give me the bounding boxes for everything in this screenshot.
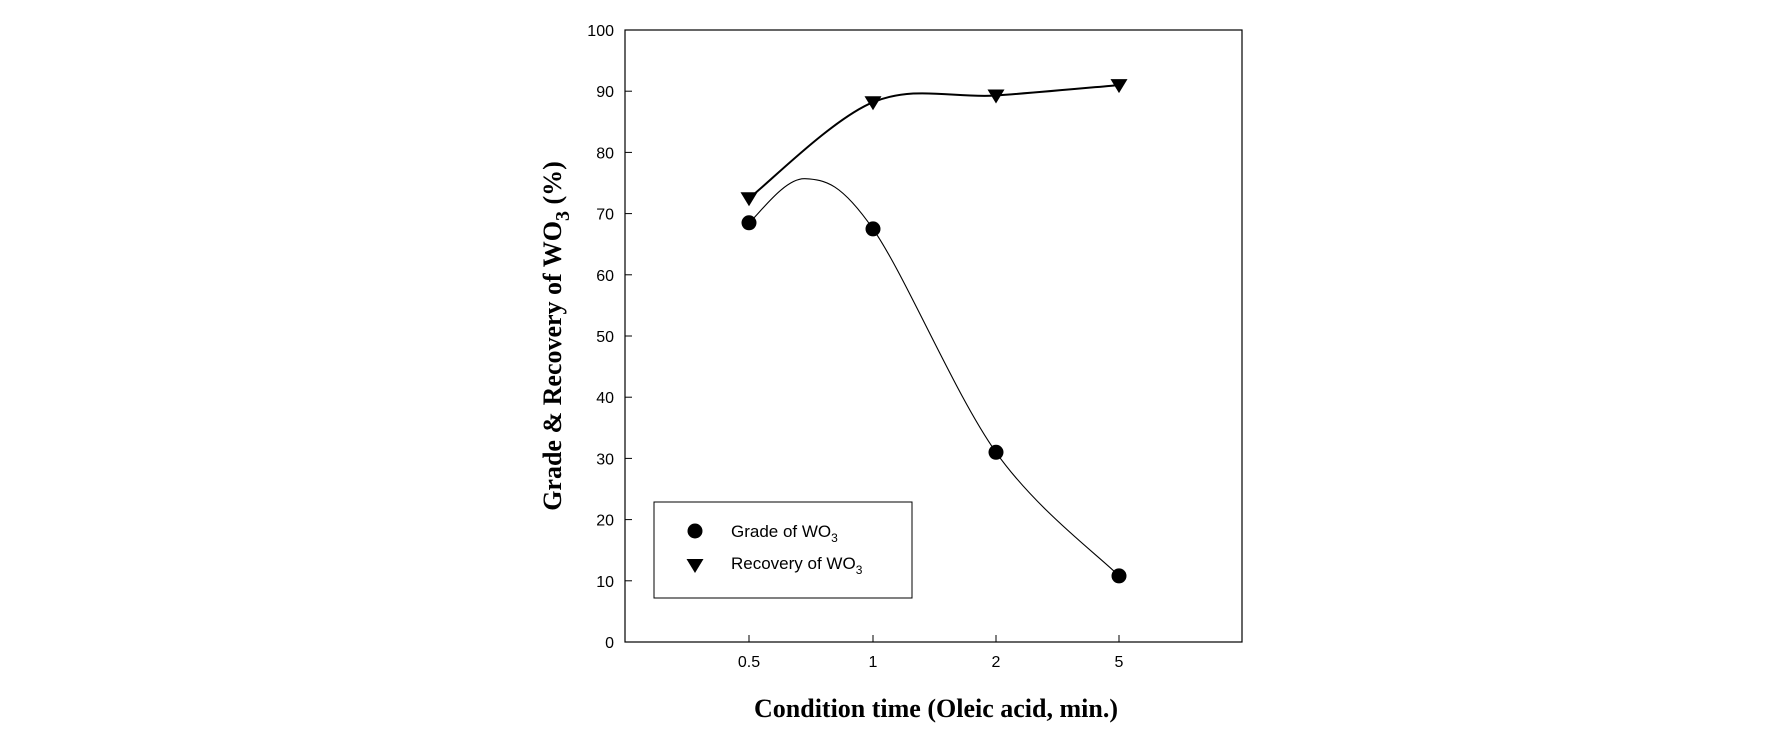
y-tick-label: 30: [596, 451, 614, 468]
y-tick-label: 90: [596, 84, 614, 101]
y-tick-label: 10: [596, 574, 614, 591]
legend-item-grade: Grade of WO3: [687, 522, 838, 545]
legend-label-grade: Grade of WO3: [731, 522, 838, 545]
legend-marker-triangle-down: [686, 559, 704, 573]
recovery-data-point: [864, 96, 882, 111]
recovery-data-point: [987, 89, 1005, 104]
x-tick-label: 0.5: [738, 654, 760, 671]
y-tick-label: 70: [596, 207, 614, 224]
legend-item-recovery: Recovery of WO3: [686, 554, 863, 577]
legend: Grade of WO3 Recovery of WO3: [653, 501, 913, 599]
y-tick-label: 60: [596, 268, 614, 285]
y-tick-label: 80: [596, 145, 614, 162]
legend-label-recovery: Recovery of WO3: [731, 554, 863, 577]
y-axis-ticks: 0 10 20 30 40 50 60 70 80 90 100: [587, 23, 632, 652]
x-axis-ticks: 0.5 1 2 5: [738, 635, 1124, 671]
grade-data-point: [988, 444, 1004, 460]
x-tick-label: 2: [992, 654, 1001, 671]
recovery-data-point: [1110, 79, 1128, 94]
grade-data-point: [1111, 568, 1127, 584]
y-tick-label: 20: [596, 513, 614, 530]
grade-data-point: [741, 215, 757, 231]
y-axis-title: Grade & Recovery of WO3 (%): [538, 161, 574, 511]
y-tick-label: 100: [587, 23, 614, 40]
grade-data-point: [865, 221, 881, 237]
recovery-data-point: [740, 192, 758, 207]
legend-box: [653, 501, 913, 599]
x-tick-label: 1: [869, 654, 878, 671]
y-tick-label: 50: [596, 329, 614, 346]
series-grade-line: [748, 178, 1120, 577]
series-layer: [740, 79, 1128, 584]
x-tick-label: 5: [1115, 654, 1124, 671]
x-axis-title: Condition time (Oleic acid, min.): [754, 694, 1118, 723]
y-tick-label: 40: [596, 390, 614, 407]
y-tick-label: 0: [605, 635, 614, 652]
legend-marker-circle: [687, 523, 703, 539]
series-recovery-line: [748, 84, 1120, 200]
